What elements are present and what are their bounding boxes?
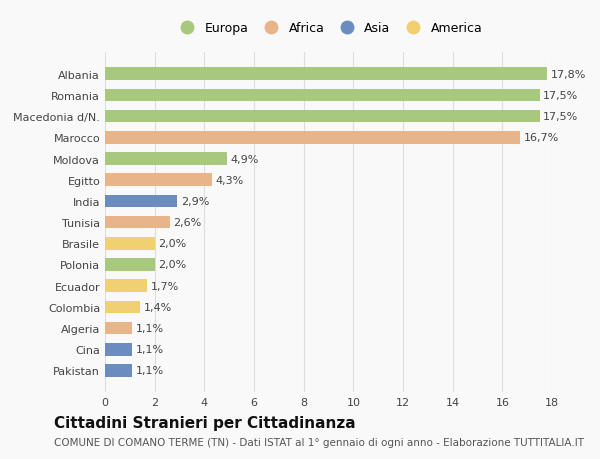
Bar (105, 153, 227, 166)
Text: 17,5%: 17,5% (544, 112, 578, 122)
Text: 1,4%: 1,4% (143, 302, 172, 312)
Text: 1,1%: 1,1% (136, 345, 164, 354)
Text: 17,8%: 17,8% (551, 70, 586, 79)
Text: Cittadini Stranieri per Cittadinanza: Cittadini Stranieri per Cittadinanza (54, 415, 356, 431)
Text: 2,6%: 2,6% (173, 218, 202, 228)
Bar (105, 364, 133, 377)
Text: 1,7%: 1,7% (151, 281, 179, 291)
Text: 4,9%: 4,9% (230, 154, 259, 164)
Bar (105, 132, 520, 145)
Text: 16,7%: 16,7% (523, 133, 559, 143)
Text: 2,9%: 2,9% (181, 196, 209, 207)
Bar (105, 322, 133, 335)
Bar (105, 258, 155, 271)
Legend: Europa, Africa, Asia, America: Europa, Africa, Asia, America (171, 18, 486, 39)
Bar (105, 111, 539, 123)
Bar (105, 195, 177, 208)
Text: 4,3%: 4,3% (215, 175, 244, 185)
Text: 1,1%: 1,1% (136, 366, 164, 375)
Bar (105, 237, 155, 250)
Bar (105, 216, 170, 229)
Bar (105, 343, 133, 356)
Bar (105, 90, 539, 102)
Text: COMUNE DI COMANO TERME (TN) - Dati ISTAT al 1° gennaio di ogni anno - Elaborazio: COMUNE DI COMANO TERME (TN) - Dati ISTAT… (54, 437, 584, 447)
Bar (105, 68, 547, 81)
Bar (105, 301, 140, 313)
Bar (105, 174, 212, 187)
Text: 17,5%: 17,5% (544, 91, 578, 101)
Text: 1,1%: 1,1% (136, 324, 164, 333)
Bar (105, 280, 147, 292)
Text: 2,0%: 2,0% (158, 239, 187, 249)
Text: 2,0%: 2,0% (158, 260, 187, 270)
